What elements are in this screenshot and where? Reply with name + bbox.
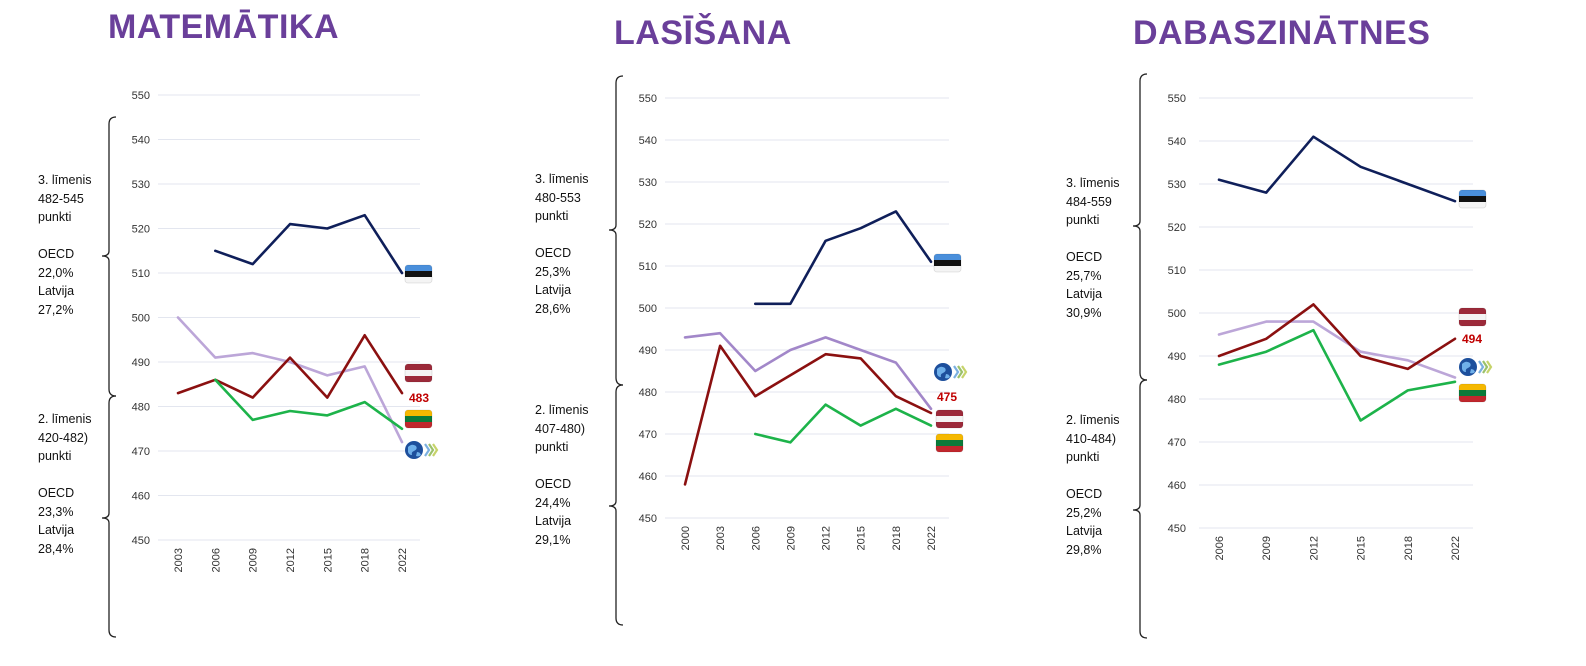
- oecd-globe-icon: [405, 441, 439, 459]
- series-line-science-estonia: [1217, 135, 1457, 203]
- y-tick-label-reading-500: 500: [639, 303, 657, 315]
- y-tick-label-math-460: 460: [132, 491, 150, 503]
- series-line-reading-lithuania: [754, 403, 933, 444]
- x-tick-label-math-2015: 2015: [322, 548, 334, 572]
- y-tick-label-reading-550: 550: [639, 93, 657, 105]
- x-tick-label-reading-2012: 2012: [821, 526, 833, 550]
- y-tick-label-science-470: 470: [1168, 437, 1186, 449]
- y-tick-label-science-510: 510: [1168, 265, 1186, 277]
- y-tick-label-science-550: 550: [1168, 93, 1186, 105]
- estonia-flag-icon: [933, 253, 962, 273]
- y-tick-label-math-480: 480: [132, 402, 150, 414]
- end-value-label-math: 483: [409, 391, 429, 405]
- series-line-math-oecd: [176, 316, 404, 444]
- series-line-reading-oecd: [683, 331, 933, 411]
- x-tick-label-reading-2003: 2003: [715, 526, 727, 550]
- x-tick-label-math-2003: 2003: [173, 548, 185, 572]
- y-tick-label-science-460: 460: [1168, 480, 1186, 492]
- y-tick-label-reading-460: 460: [639, 471, 657, 483]
- y-tick-label-science-540: 540: [1168, 136, 1186, 148]
- level-bracket-science-3: [1132, 73, 1148, 381]
- y-tick-label-science-500: 500: [1168, 308, 1186, 320]
- x-tick-label-reading-2006: 2006: [750, 526, 762, 550]
- chart-title-math: MATEMĀTIKA: [108, 8, 339, 46]
- x-tick-label-reading-2018: 2018: [891, 526, 903, 550]
- x-tick-label-reading-2000: 2000: [680, 526, 692, 550]
- x-tick-label-science-2009: 2009: [1261, 536, 1273, 560]
- y-tick-label-science-530: 530: [1168, 179, 1186, 191]
- series-line-science-latvia: [1217, 303, 1457, 371]
- y-tick-label-reading-510: 510: [639, 261, 657, 273]
- x-tick-label-math-2018: 2018: [360, 548, 372, 572]
- x-tick-label-math-2012: 2012: [285, 548, 297, 572]
- y-tick-label-reading-490: 490: [639, 345, 657, 357]
- x-tick-label-reading-2009: 2009: [785, 526, 797, 550]
- x-tick-label-math-2022: 2022: [397, 548, 409, 572]
- y-tick-label-math-490: 490: [132, 357, 150, 369]
- estonia-flag-icon: [404, 264, 433, 284]
- lithuania-flag-icon: [1458, 383, 1487, 403]
- level-3-note-reading: 3. līmenis 480-553 punkti OECD 25,3% Lat…: [535, 172, 589, 316]
- series-line-reading-estonia: [754, 210, 933, 306]
- y-tick-label-math-520: 520: [132, 224, 150, 236]
- x-tick-label-math-2009: 2009: [248, 548, 260, 572]
- end-value-label-science: 494: [1462, 332, 1482, 346]
- level-bracket-math-3: [101, 116, 117, 397]
- y-tick-label-reading-450: 450: [639, 513, 657, 525]
- x-tick-label-science-2006: 2006: [1214, 536, 1226, 560]
- y-tick-label-math-470: 470: [132, 446, 150, 458]
- y-tick-label-reading-540: 540: [639, 135, 657, 147]
- y-tick-label-science-480: 480: [1168, 394, 1186, 406]
- x-tick-label-science-2012: 2012: [1308, 536, 1320, 560]
- estonia-flag-icon: [1458, 189, 1487, 209]
- level-2-note-reading: 2. līmenis 407-480) punkti OECD 24,4% La…: [535, 403, 589, 547]
- x-tick-label-science-2015: 2015: [1356, 536, 1368, 560]
- latvia-flag-icon: [935, 409, 964, 429]
- end-value-label-reading: 475: [937, 390, 957, 404]
- x-tick-label-reading-2015: 2015: [856, 526, 868, 550]
- y-tick-label-science-450: 450: [1168, 523, 1186, 535]
- series-line-science-lithuania: [1217, 328, 1457, 422]
- x-tick-label-science-2018: 2018: [1403, 536, 1415, 560]
- level-bracket-reading-3: [608, 75, 624, 386]
- latvia-flag-icon: [1458, 307, 1487, 327]
- lithuania-flag-icon: [935, 433, 964, 453]
- level-2-note-math: 2. līmenis 420-482) punkti OECD 23,3% La…: [38, 412, 92, 556]
- level-bracket-math-2: [101, 395, 117, 638]
- y-tick-label-math-500: 500: [132, 313, 150, 325]
- y-tick-label-reading-530: 530: [639, 177, 657, 189]
- y-tick-label-math-510: 510: [132, 268, 150, 280]
- oecd-globe-icon: [1459, 358, 1493, 376]
- y-tick-label-math-530: 530: [132, 179, 150, 191]
- chart-title-reading: LASĪŠANA: [614, 14, 792, 52]
- x-tick-label-science-2022: 2022: [1450, 536, 1462, 560]
- y-tick-label-reading-520: 520: [639, 219, 657, 231]
- y-tick-label-science-520: 520: [1168, 222, 1186, 234]
- latvia-flag-icon: [404, 363, 433, 383]
- series-line-reading-latvia: [683, 344, 933, 486]
- x-tick-label-math-2006: 2006: [210, 548, 222, 572]
- x-tick-label-reading-2022: 2022: [926, 526, 938, 550]
- y-tick-label-math-540: 540: [132, 135, 150, 147]
- y-tick-label-science-490: 490: [1168, 351, 1186, 363]
- y-tick-label-reading-480: 480: [639, 387, 657, 399]
- chart-title-science: DABASZINĀTNES: [1133, 14, 1431, 52]
- oecd-globe-icon: [934, 363, 968, 381]
- y-tick-label-reading-470: 470: [639, 429, 657, 441]
- y-tick-label-math-550: 550: [132, 90, 150, 102]
- y-tick-label-math-450: 450: [132, 535, 150, 547]
- level-3-note-math: 3. līmenis 482-545 punkti OECD 22,0% Lat…: [38, 173, 92, 317]
- level-2-note-science: 2. līmenis 410-484) punkti OECD 25,2% La…: [1066, 413, 1120, 557]
- level-bracket-reading-2: [608, 384, 624, 626]
- lithuania-flag-icon: [404, 409, 433, 429]
- series-line-math-lithuania: [214, 378, 404, 431]
- level-bracket-science-2: [1132, 379, 1148, 639]
- series-line-math-estonia: [214, 213, 404, 275]
- level-3-note-science: 3. līmenis 484-559 punkti OECD 25,7% Lat…: [1066, 176, 1120, 320]
